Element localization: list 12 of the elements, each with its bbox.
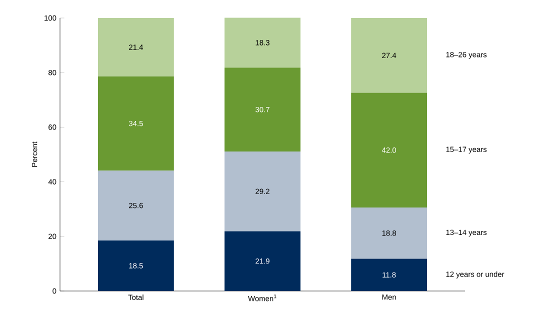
bar xyxy=(224,18,300,68)
bar xyxy=(98,240,174,291)
bar xyxy=(351,92,428,208)
bar xyxy=(98,76,174,171)
bar xyxy=(224,231,300,291)
bar xyxy=(351,258,428,291)
bar xyxy=(224,68,300,152)
bar xyxy=(351,18,428,93)
bar xyxy=(98,18,174,76)
bar xyxy=(98,170,174,240)
bar xyxy=(224,151,300,232)
bar xyxy=(351,207,428,259)
